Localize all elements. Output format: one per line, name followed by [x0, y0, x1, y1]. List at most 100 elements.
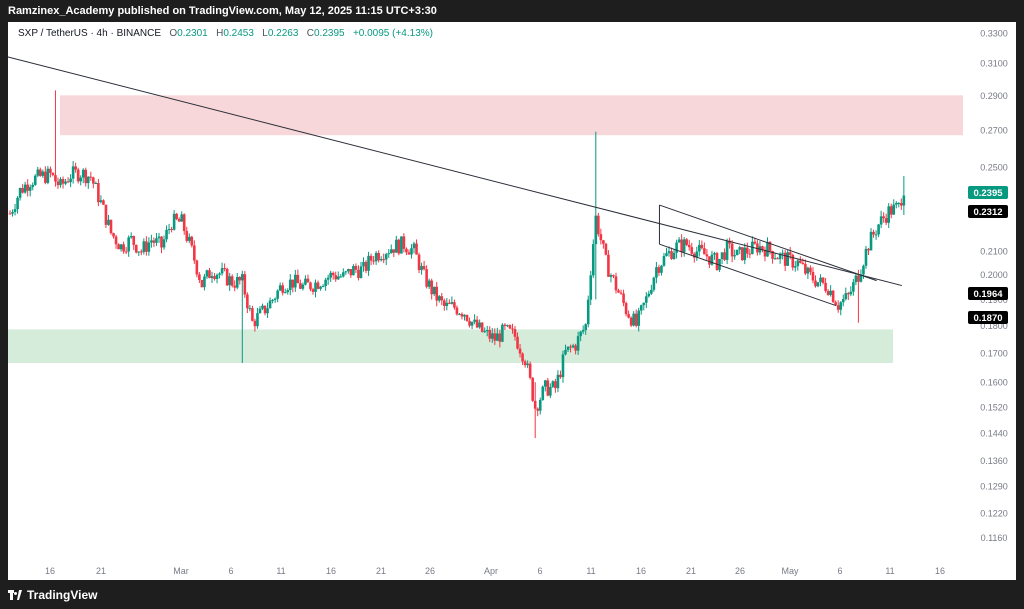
candle-body	[41, 171, 45, 176]
candle-body	[18, 188, 22, 198]
candle-body	[894, 203, 898, 205]
descending-trendline[interactable]	[8, 56, 902, 287]
candle-body	[632, 313, 635, 326]
candle-body	[61, 178, 65, 184]
candle-body	[564, 349, 567, 355]
candle-body	[321, 286, 325, 288]
candle-body	[652, 277, 656, 290]
candle-body	[384, 254, 388, 260]
candle-body	[831, 290, 835, 303]
candle-body	[614, 276, 618, 291]
open-label: O	[169, 28, 178, 39]
resistance-zone[interactable]	[60, 95, 963, 136]
channel-upper[interactable]	[659, 204, 877, 282]
candle-body	[647, 293, 651, 297]
candle-body	[763, 249, 767, 257]
candle-body	[814, 280, 817, 287]
symbol-name[interactable]: SXP / TetherUS · 4h · BINANCE	[18, 28, 162, 39]
candle-body	[771, 251, 774, 259]
candle-body	[584, 324, 587, 331]
candle-body	[556, 374, 560, 389]
candle-body	[448, 302, 451, 304]
candle-body	[339, 276, 343, 278]
candle-body	[692, 253, 696, 258]
candlestick-chart[interactable]: 0.3300 0.3100 0.2900 0.2700 0.2500 0.2100 0.20…	[8, 22, 1016, 580]
candle-body	[319, 286, 322, 289]
candle-body	[513, 329, 517, 337]
y-tick-label: 0.1220	[980, 509, 1008, 519]
tradingview-logo[interactable]: TradingView	[8, 588, 97, 602]
candle-body	[617, 290, 620, 293]
chart-panel[interactable]: 0.3300 0.3100 0.2900 0.2700 0.2500 0.2100 0.20…	[8, 22, 1016, 580]
candle-body	[700, 244, 704, 249]
candle-body	[561, 354, 565, 378]
candle-body	[551, 381, 555, 387]
candle-body	[892, 204, 896, 215]
y-tick-label: 0.2900	[980, 91, 1008, 101]
candle-body	[359, 266, 363, 279]
candle-body	[11, 212, 14, 214]
candle-body	[518, 348, 522, 354]
low-value: 0.2263	[267, 28, 299, 39]
candle-body	[738, 247, 742, 250]
candle-body	[379, 259, 383, 261]
y-tick-label: 0.1520	[980, 402, 1008, 412]
candle-body	[44, 171, 47, 183]
candle-body	[155, 238, 158, 243]
candle-body	[172, 213, 176, 230]
support-zone[interactable]	[8, 329, 893, 364]
channel-lower[interactable]	[659, 243, 837, 307]
candle-body	[440, 296, 444, 301]
candle-body	[695, 251, 699, 258]
candle-body	[720, 252, 724, 259]
candle-body	[639, 305, 643, 311]
candle-body	[824, 282, 827, 291]
y-tick-label: 0.1160	[981, 533, 1008, 543]
y-tick-label: 0.2000	[980, 270, 1008, 280]
price-badge	[968, 205, 1008, 218]
candle-body	[458, 313, 461, 315]
candle-body	[589, 275, 593, 300]
candle-body	[900, 203, 903, 206]
candle-body	[288, 279, 292, 291]
candle-body	[768, 241, 772, 252]
candle-body	[723, 252, 726, 260]
change-value: +0.0095 (+4.13%)	[352, 28, 433, 39]
candle-body	[538, 399, 542, 411]
candle-body	[569, 346, 572, 348]
candle-body	[839, 302, 843, 310]
publish-bar: Ramzinex_Academy published on TradingVie…	[0, 0, 1024, 22]
candle-body	[140, 251, 143, 253]
candle-body	[195, 260, 199, 275]
x-tick-label: 6	[228, 566, 233, 576]
candle-body	[271, 299, 274, 301]
candle-body	[233, 285, 237, 288]
candle-body	[127, 237, 130, 252]
publish-text: Ramzinex_Academy published on TradingVie…	[8, 5, 437, 17]
candle-body	[829, 290, 832, 295]
candle-body	[170, 228, 173, 230]
candle-body	[21, 188, 24, 193]
candle-body	[402, 236, 406, 249]
candle-body	[261, 305, 264, 309]
candle-body	[28, 187, 32, 191]
candle-body	[634, 313, 638, 326]
candle-body	[294, 274, 297, 288]
candle-body	[137, 251, 141, 253]
candle-body	[46, 168, 50, 183]
candle-body	[796, 260, 800, 267]
candle-body	[445, 302, 449, 306]
candle-body	[528, 363, 532, 378]
candle-body	[733, 255, 736, 257]
candle-body	[453, 302, 456, 308]
candle-body	[864, 248, 868, 266]
candle-body	[660, 265, 663, 273]
price-badge	[968, 311, 1008, 324]
candle-body	[84, 169, 88, 184]
candle-body	[422, 266, 426, 270]
candle-body	[836, 305, 840, 310]
candle-body	[415, 243, 418, 255]
candle-body	[129, 236, 133, 238]
x-tick-label: 6	[837, 566, 842, 576]
candle-body	[574, 345, 577, 351]
